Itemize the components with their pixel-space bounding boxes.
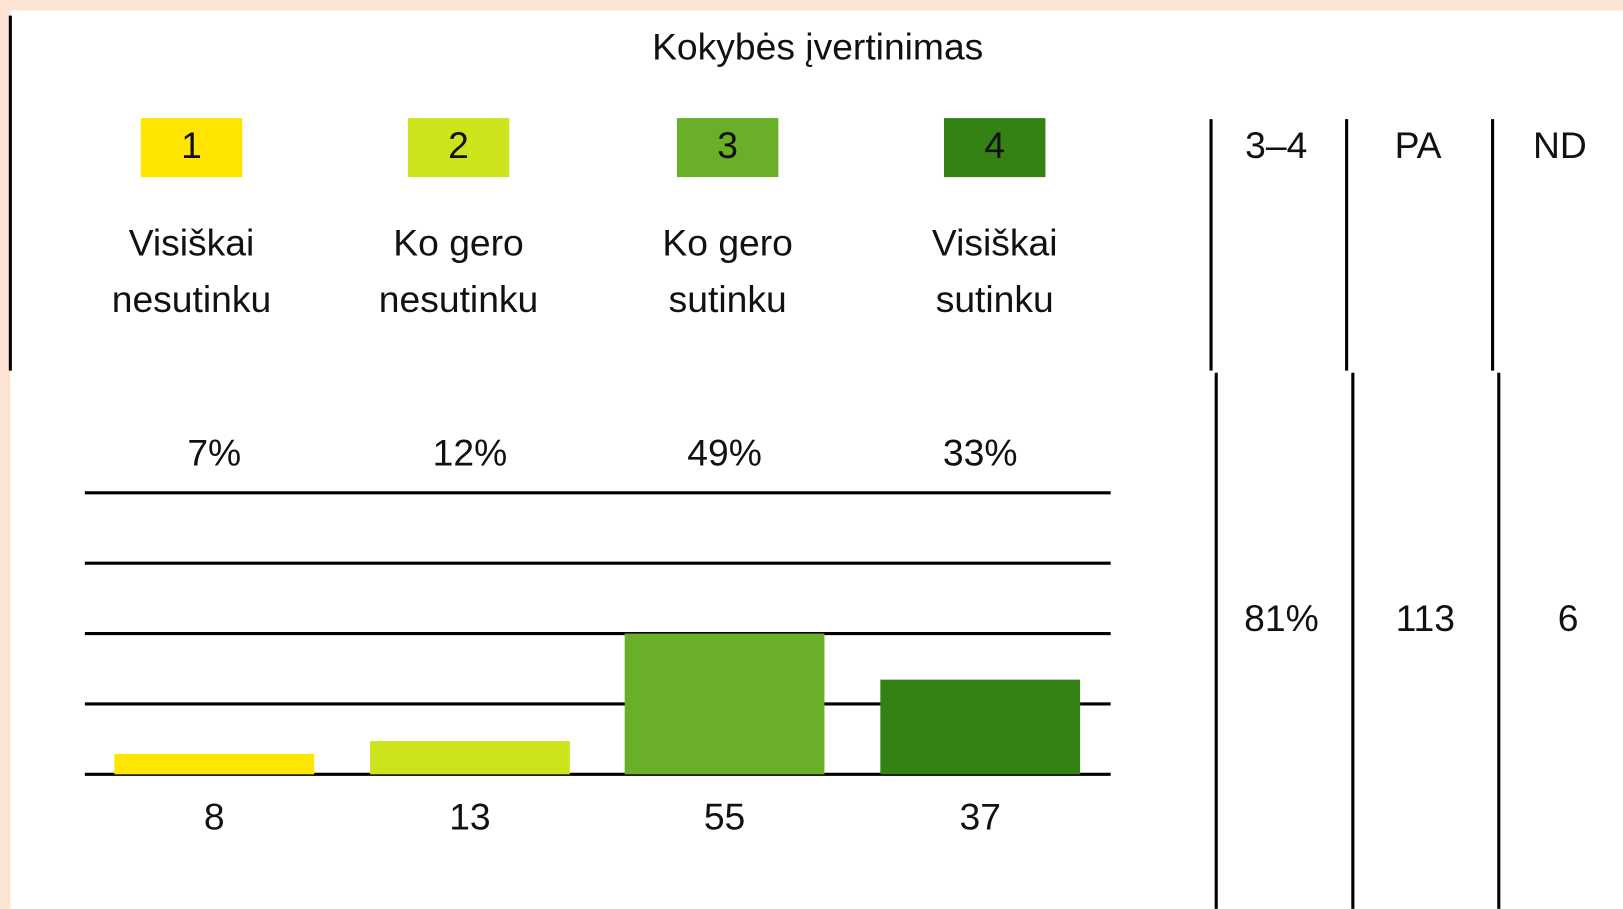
bar: [114, 753, 315, 775]
bar: [370, 741, 570, 775]
category-label: Visiškai: [129, 221, 255, 263]
category-label: Ko gero: [662, 221, 792, 263]
category-number: 2: [448, 124, 469, 166]
count-label: 37: [959, 796, 1000, 838]
count-label: 8: [204, 796, 225, 838]
bar: [624, 633, 825, 775]
category-label: sutinku: [936, 278, 1054, 320]
category-number: 4: [984, 124, 1005, 166]
category-label: sutinku: [669, 278, 787, 320]
category-box: [943, 118, 1046, 178]
summary-header: ND: [1533, 124, 1587, 166]
category-box: [140, 118, 243, 178]
category-box: [407, 118, 510, 178]
summary-value: 113: [1396, 597, 1455, 639]
category-number: 1: [181, 124, 202, 166]
category-label: Visiškai: [932, 221, 1058, 263]
chart-title: Kokybės įvertinimas: [652, 26, 983, 68]
category-box: [676, 118, 779, 178]
category-label: nesutinku: [112, 278, 271, 320]
percentage-label: 33%: [943, 431, 1018, 473]
summary-value: 6: [1558, 597, 1579, 639]
category-label: nesutinku: [379, 278, 538, 320]
count-label: 13: [449, 796, 490, 838]
percentage-label: 7%: [187, 431, 241, 473]
category-label: Ko gero: [393, 221, 523, 263]
count-label: 55: [704, 796, 745, 838]
category-number: 3: [717, 124, 738, 166]
summary-value: 81%: [1244, 597, 1319, 639]
percentage-label: 49%: [687, 431, 762, 473]
summary-header: PA: [1395, 124, 1442, 166]
percentage-label: 12%: [433, 431, 508, 473]
bar: [880, 679, 1081, 775]
summary-header: 3–4: [1245, 124, 1307, 166]
